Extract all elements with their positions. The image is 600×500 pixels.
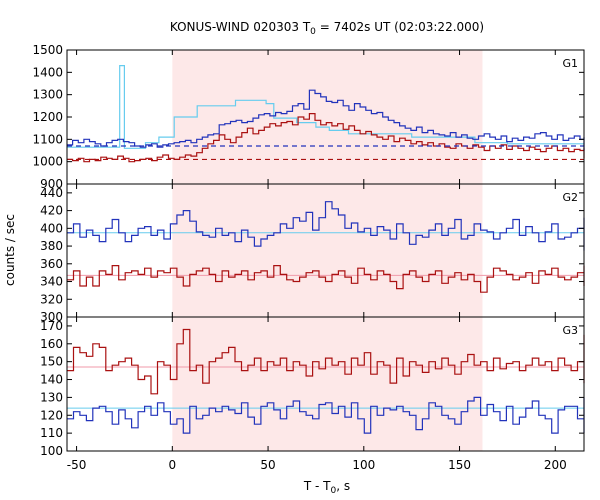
y-tick-label: 340 bbox=[40, 275, 63, 289]
chart-title-suffix: = 7402s UT (02:03:22.000) bbox=[316, 20, 484, 34]
y-tick-label: 1200 bbox=[32, 110, 63, 124]
y-tick-label: 170 bbox=[40, 319, 63, 333]
x-axis-label: T - T0, s bbox=[303, 479, 350, 496]
y-tick-label: 420 bbox=[40, 204, 63, 218]
y-tick-label: 320 bbox=[40, 292, 63, 306]
y-tick-label: 160 bbox=[40, 337, 63, 351]
y-tick-label: 140 bbox=[40, 373, 63, 387]
y-tick-label: 130 bbox=[40, 390, 63, 404]
x-tick-label: 200 bbox=[544, 458, 567, 472]
y-tick-label: 1500 bbox=[32, 43, 63, 57]
panel-label: G1 bbox=[562, 57, 578, 70]
y-tick-label: 380 bbox=[40, 239, 63, 253]
y-tick-label: 120 bbox=[40, 408, 63, 422]
x-tick-label: 100 bbox=[352, 458, 375, 472]
panel-label: G3 bbox=[562, 324, 578, 337]
y-tick-label: 1100 bbox=[32, 132, 63, 146]
panel-3-frame bbox=[66, 316, 585, 452]
y-tick-label: 400 bbox=[40, 221, 63, 235]
x-axis-label-subscript: 0 bbox=[331, 486, 337, 496]
y-tick-label: 150 bbox=[40, 355, 63, 369]
y-tick-label: 100 bbox=[40, 444, 63, 458]
y-tick-label: 900 bbox=[40, 177, 63, 191]
shaded-interval bbox=[172, 50, 483, 451]
x-tick-label: -50 bbox=[67, 458, 87, 472]
y-tick-label: 1400 bbox=[32, 65, 63, 79]
plot-layer: 900100011001200130014001500G130032034036… bbox=[32, 43, 585, 472]
y-tick-label: 110 bbox=[40, 426, 63, 440]
y-tick-label: 1000 bbox=[32, 155, 63, 169]
chart-title: KONUS-WIND 020303 T0 = 7402s UT (02:03:2… bbox=[170, 20, 484, 37]
x-tick-label: 150 bbox=[448, 458, 471, 472]
chart-title-subscript: 0 bbox=[310, 27, 316, 37]
x-tick-label: 50 bbox=[260, 458, 275, 472]
y-tick-label: 360 bbox=[40, 257, 63, 271]
y-axis-label: counts / sec bbox=[3, 214, 17, 286]
x-axis-label-suffix: , s bbox=[336, 479, 350, 493]
y-tick-label: 1300 bbox=[32, 88, 63, 102]
x-tick-label: 0 bbox=[168, 458, 176, 472]
panel-label: G2 bbox=[562, 191, 578, 204]
y-tick-label: 440 bbox=[40, 186, 63, 200]
y-tick-label: 300 bbox=[40, 310, 63, 324]
